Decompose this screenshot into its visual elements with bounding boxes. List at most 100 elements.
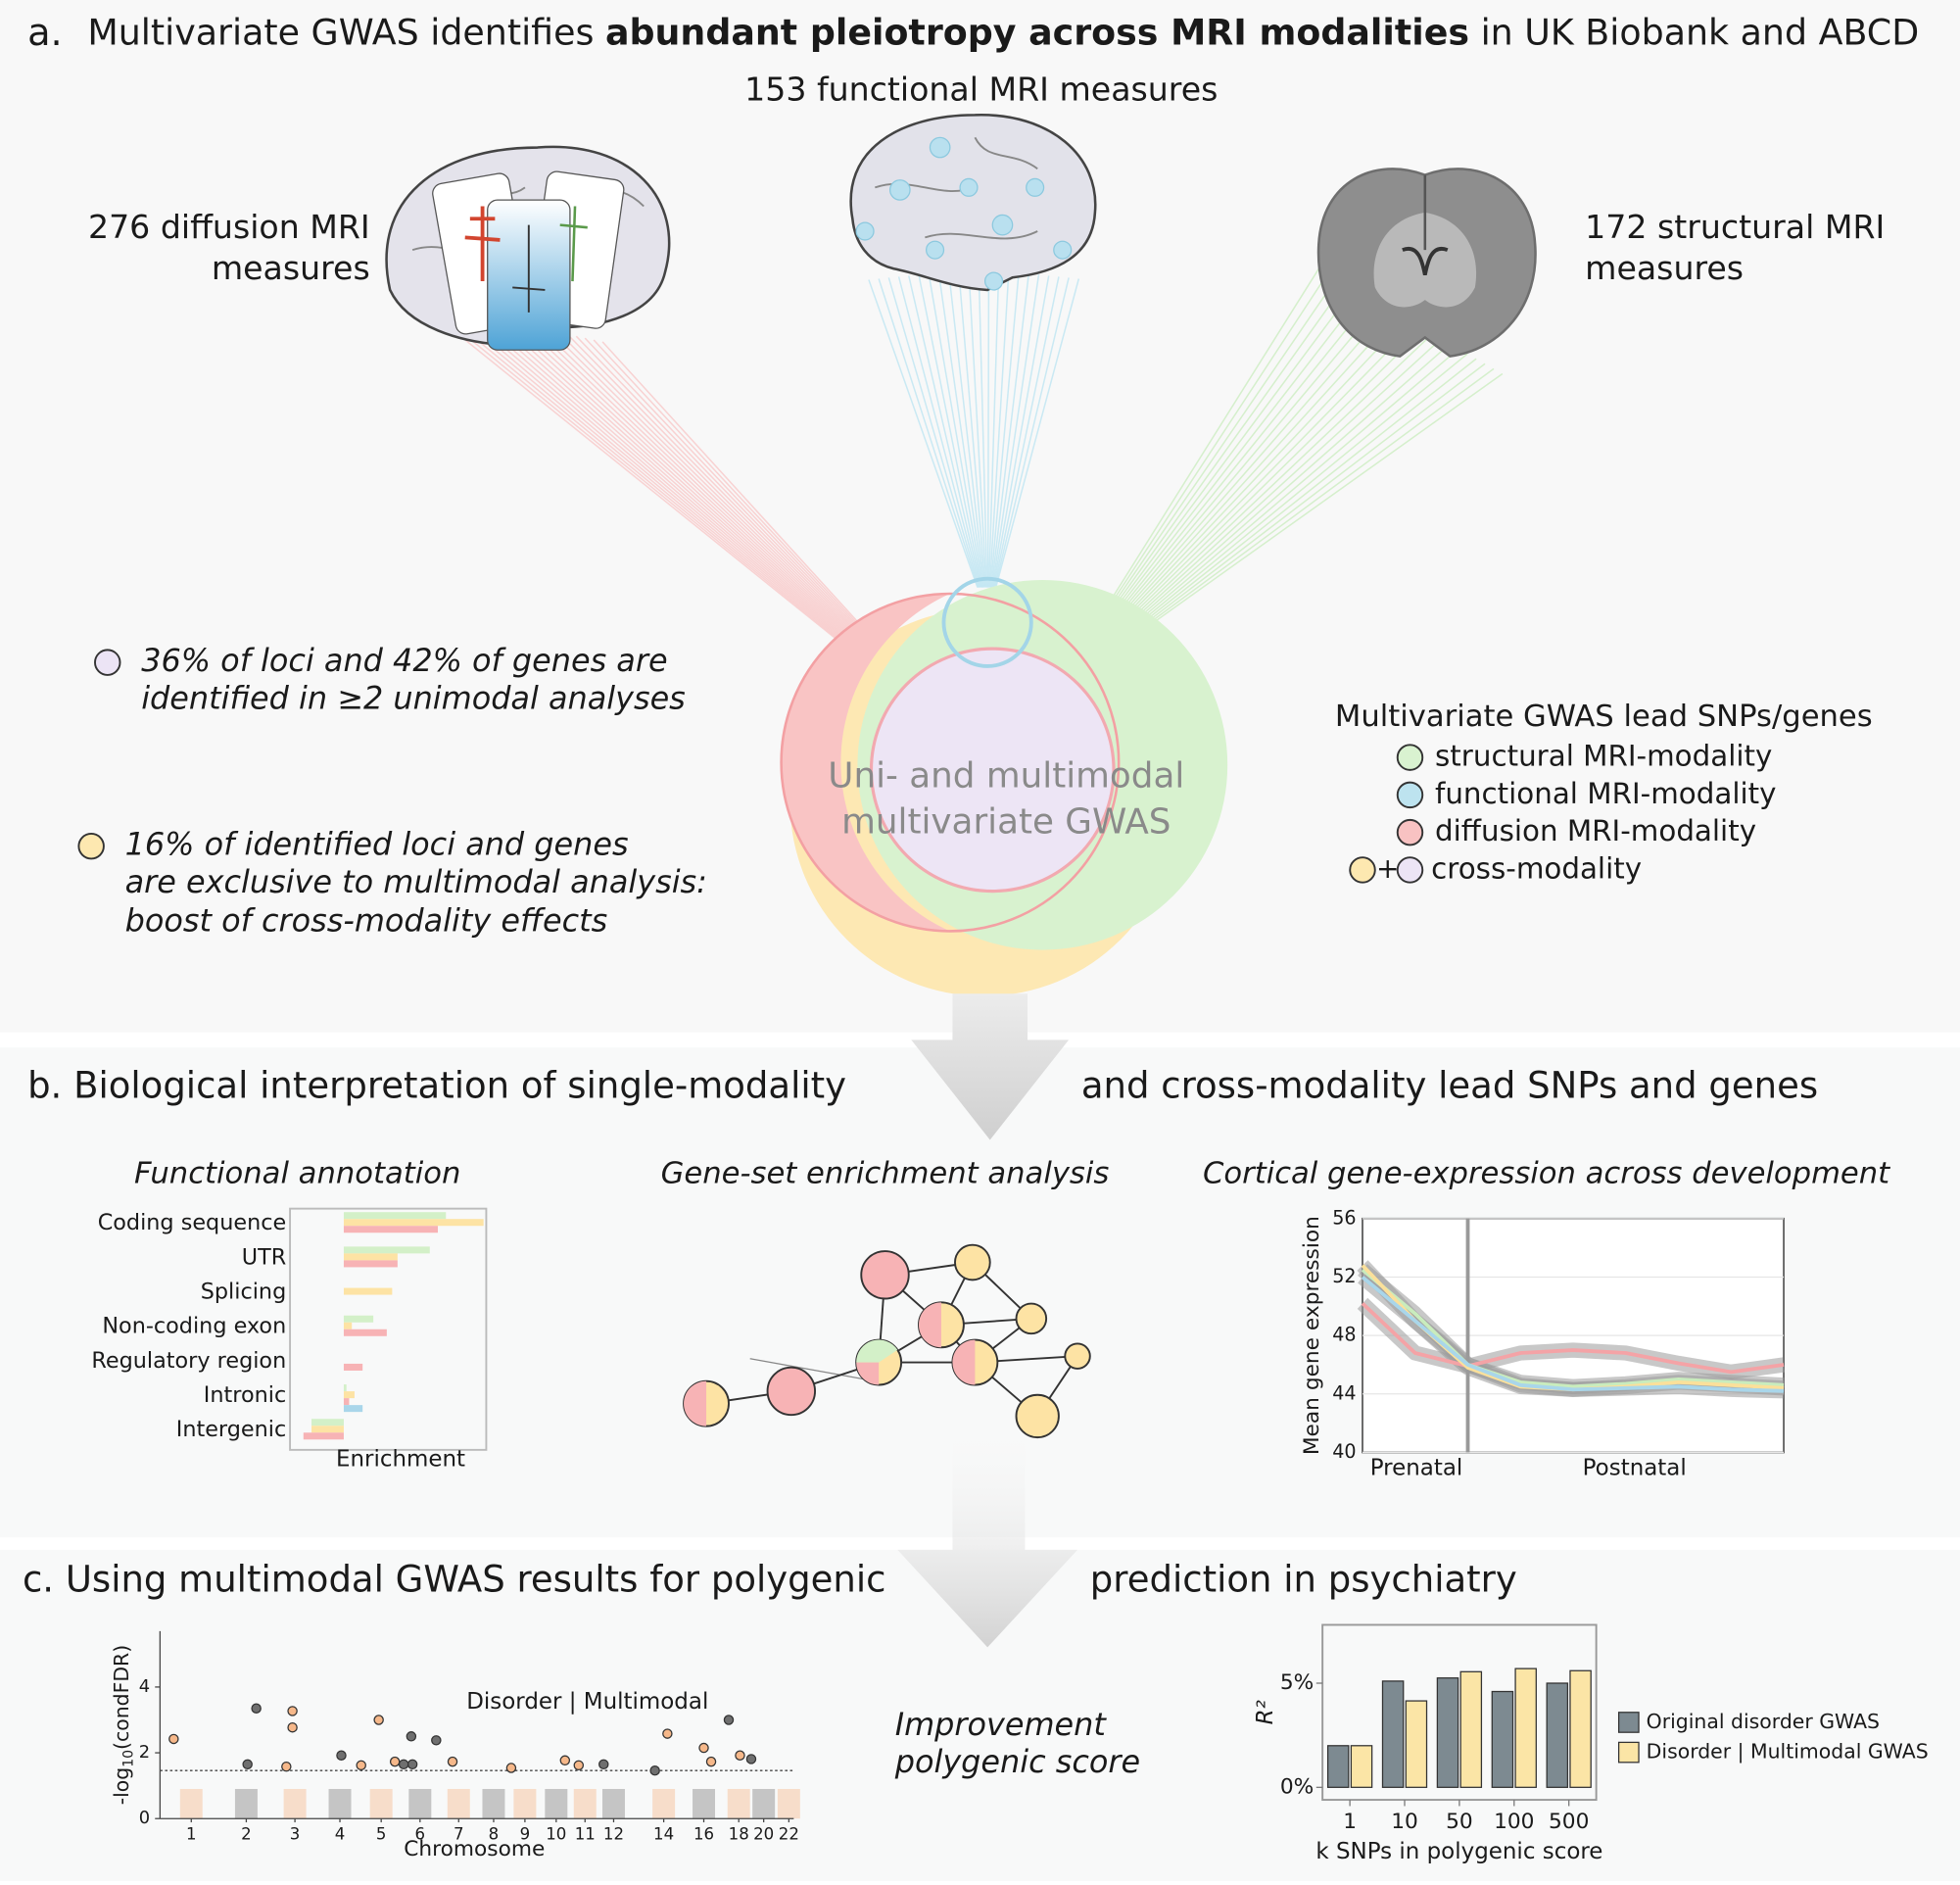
legend-label: diffusion MRI-modality <box>1435 814 1756 847</box>
category-label: UTR <box>242 1244 286 1270</box>
y-tick-label: 56 <box>1332 1206 1356 1229</box>
node-slice <box>952 1339 976 1385</box>
x-tick-label: 14 <box>653 1824 674 1843</box>
fan-line <box>1112 267 1319 599</box>
legend-swatch <box>1396 818 1424 846</box>
point <box>287 1721 298 1733</box>
bar <box>1381 1680 1405 1788</box>
fan-line <box>897 276 981 588</box>
fan-line <box>497 318 872 657</box>
fan-line <box>1115 278 1337 601</box>
fan-line <box>991 274 1040 588</box>
bar <box>1546 1682 1569 1788</box>
category-label: Intergenic <box>176 1417 287 1442</box>
x-tick-label: 500 <box>1549 1810 1589 1834</box>
point <box>281 1761 292 1772</box>
structural-brain <box>1316 168 1537 358</box>
x-tick-label: 11 <box>575 1824 596 1843</box>
diffusion-brain <box>385 145 671 351</box>
y-axis-label-part: (condFDR) <box>110 1645 133 1750</box>
point <box>723 1715 735 1725</box>
x-tick-label: 3 <box>290 1824 301 1843</box>
finding-text: 36% of loci and 42% of genes are <box>141 642 667 679</box>
fan-line <box>1123 298 1372 605</box>
chromosome-strip <box>652 1788 676 1819</box>
fan-line <box>1141 348 1459 618</box>
arrow-b-c <box>897 1399 1078 1648</box>
x-tick-label: 100 <box>1494 1810 1534 1834</box>
chromosome-strip <box>283 1788 307 1819</box>
bar <box>343 1391 355 1399</box>
fan-line <box>1119 288 1355 604</box>
fan-lines <box>418 267 1504 657</box>
fan-line <box>1130 317 1408 611</box>
x-tick-label: 8 <box>489 1824 500 1843</box>
structural-label: 172 structural MRI <box>1585 208 1885 246</box>
panel-c-title: c. Using multimodal GWAS results for pol… <box>23 1558 886 1600</box>
point <box>336 1750 347 1761</box>
legend: Multivariate GWAS lead SNPs/genes struct… <box>1335 700 1873 886</box>
gene-network <box>683 1243 1091 1439</box>
neuron <box>559 206 588 282</box>
node-slice <box>856 1362 880 1385</box>
bar <box>1459 1670 1483 1788</box>
point <box>431 1735 442 1746</box>
fan-line <box>1132 322 1416 612</box>
fan-line <box>1124 303 1381 607</box>
fan-line <box>994 277 1070 588</box>
finding-dot <box>94 649 121 676</box>
fan-line <box>1147 362 1486 622</box>
fan-line <box>947 271 985 588</box>
legend-label: Disorder | Multimodal GWAS <box>1647 1740 1929 1764</box>
point <box>251 1703 262 1714</box>
node <box>1015 1302 1048 1335</box>
fan-line <box>1143 353 1468 620</box>
finding-text: identified in ≥2 unimodal analyses <box>141 679 686 716</box>
fan-line <box>987 270 1000 588</box>
category-label: Splicing <box>201 1280 287 1305</box>
structural-label: measures <box>1585 249 1744 287</box>
x-tick-label: 6 <box>415 1824 426 1843</box>
fan-line <box>878 278 980 588</box>
fan-line <box>435 305 861 657</box>
node <box>954 1243 991 1281</box>
fan-line <box>575 335 885 657</box>
fan-line <box>1126 308 1390 608</box>
chromosome-strip <box>777 1788 800 1819</box>
legend-label: cross-modality <box>1431 851 1642 885</box>
fan-line <box>557 331 883 657</box>
fan-line <box>1149 367 1495 623</box>
panel-b-title: and cross-modality lead SNPs and genes <box>1081 1064 1818 1106</box>
chromosome-strip <box>727 1788 750 1819</box>
venn-diffusion <box>781 593 950 932</box>
improvement-text: polygenic score <box>894 1743 1140 1780</box>
x-tick-label: 10 <box>1391 1810 1418 1834</box>
fan-line <box>532 326 878 657</box>
chart-title: Functional annotation <box>134 1157 460 1191</box>
category-label: Non-coding exon <box>102 1314 286 1339</box>
region-label: Prenatal <box>1370 1456 1463 1481</box>
fan-line <box>968 269 987 588</box>
edge <box>749 1358 876 1382</box>
point <box>447 1756 458 1767</box>
point <box>373 1715 384 1725</box>
y-axis-label-part: 10 <box>120 1750 136 1767</box>
fan-line <box>928 273 984 588</box>
fan-line <box>1145 358 1477 621</box>
fan-line <box>523 324 877 657</box>
point <box>505 1763 517 1773</box>
fan-line <box>488 316 871 657</box>
fan-line <box>593 339 888 657</box>
fan-line <box>986 269 990 588</box>
venn-diffusion-edge <box>780 592 1121 933</box>
fan-line <box>908 275 982 588</box>
region-label: Postnatal <box>1583 1456 1687 1481</box>
diffusion-label: measures <box>212 249 370 287</box>
chromosome-strip <box>179 1788 203 1819</box>
point <box>287 1706 298 1716</box>
point <box>406 1759 418 1770</box>
bar <box>1436 1677 1459 1788</box>
x-tick-label: 4 <box>335 1824 346 1843</box>
line <box>1361 1301 1785 1375</box>
